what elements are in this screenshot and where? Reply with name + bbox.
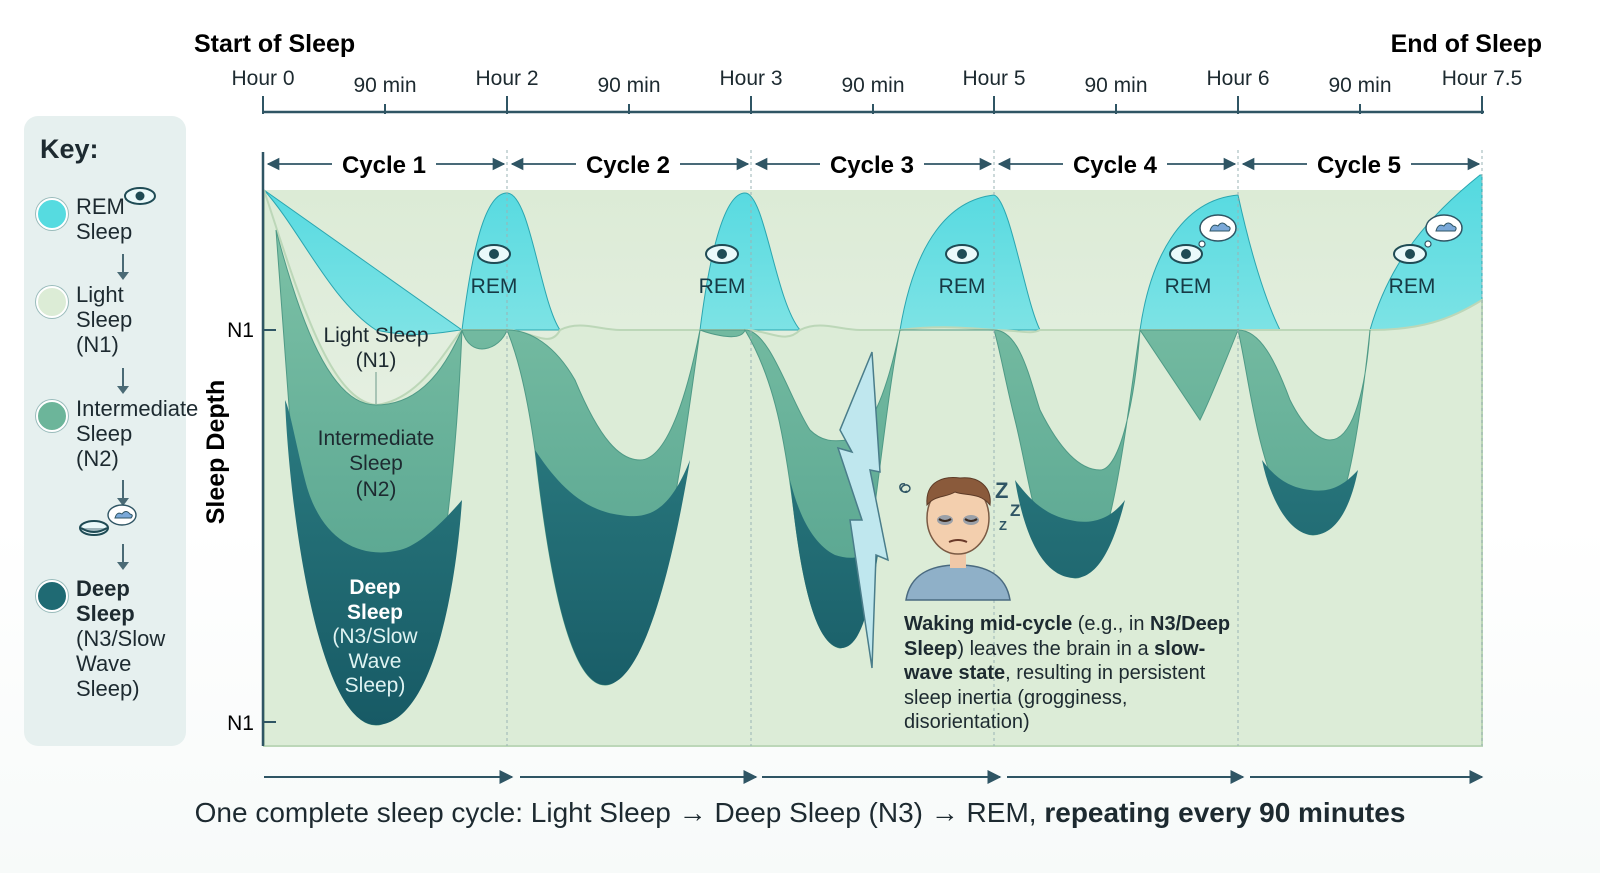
- rem-label: REM: [471, 275, 518, 298]
- y-tick-label-bottom: N1: [227, 712, 254, 735]
- cycle-label-3: Cycle 3: [830, 152, 914, 179]
- groggy-person-icon: [899, 477, 1011, 601]
- light-sleep-label: Light Sleep: [323, 324, 428, 347]
- note-bold: N3/Deep Sleep: [904, 613, 1231, 660]
- deep-sleep-label: (N3/Slow: [332, 625, 418, 648]
- note-bold: slow-wave state: [904, 637, 1206, 685]
- key-deep-text: Sleep: [76, 601, 135, 626]
- key-intermediate-text: (N2): [76, 446, 119, 471]
- footer-bold-text: repeating every 90 minutes: [1044, 797, 1406, 828]
- intermediate-sleep-label: (N2): [356, 478, 397, 501]
- lightning-bolt: [836, 351, 890, 669]
- deep-sleep-label: Wave: [349, 650, 402, 673]
- tick-label: Hour 0: [231, 67, 294, 90]
- tick-label: Hour 6: [1206, 67, 1269, 90]
- tick-label: Hour 7.5: [1442, 67, 1523, 90]
- rem-label: REM: [1389, 275, 1436, 298]
- key-light-text: Sleep: [76, 307, 133, 332]
- start-of-sleep-label: Start of Sleep: [194, 30, 355, 58]
- y-axis-label: Sleep Depth: [202, 380, 230, 524]
- key-item-deep: Deep Sleep (N3/Slow Wave Sleep): [36, 576, 165, 701]
- time-axis-ticks: [262, 96, 1483, 114]
- tick-label: Hour 5: [962, 67, 1025, 90]
- deep-sleep-label: Sleep: [347, 601, 403, 624]
- cycle-label-5: Cycle 5: [1317, 152, 1401, 179]
- eye-icon: [945, 244, 979, 264]
- deep-swatch: [36, 580, 68, 612]
- key-rem-text: Sleep: [76, 219, 133, 244]
- note-text: , resulting in persistent sleep inertia …: [904, 662, 1206, 733]
- dream-bubble-icon: [1198, 214, 1237, 248]
- key-deep-text: (N3/Slow: [76, 626, 166, 651]
- eye-icon: [1393, 244, 1427, 264]
- tick-label: 90 min: [1084, 74, 1147, 97]
- eye-icon: [124, 187, 156, 205]
- zzz-icon: Z Z Z: [995, 478, 1020, 533]
- cycle-label-4: Cycle 4: [1073, 152, 1158, 179]
- svg-text:Z: Z: [995, 478, 1008, 503]
- key-arrow: [117, 480, 129, 506]
- footer-text: One complete sleep cycle: Light Sleep → …: [194, 797, 1045, 828]
- tick-label: 90 min: [1328, 74, 1391, 97]
- rem-label: REM: [699, 275, 746, 298]
- light-swatch: [36, 286, 68, 318]
- key-title: Key:: [40, 134, 99, 164]
- tick-label: Hour 3: [719, 67, 782, 90]
- dream-eye-icon: [79, 504, 137, 536]
- rem-swatch: [36, 198, 68, 230]
- svg-text:Z: Z: [999, 518, 1007, 533]
- intermediate-swatch: [36, 400, 68, 432]
- key-deep-text: Deep: [76, 576, 130, 601]
- key-item-rem: REM Sleep: [36, 194, 132, 244]
- key-deep-text: Wave: [76, 651, 132, 676]
- key-deep-text: Sleep): [76, 676, 140, 701]
- deep-sleep-layer: [285, 400, 1358, 725]
- note-text: (e.g., in: [1072, 613, 1151, 635]
- eye-icon: [1169, 244, 1203, 264]
- svg-text:Z: Z: [1010, 501, 1020, 520]
- note-bold: Waking mid-cycle: [904, 613, 1073, 635]
- eye-icon: [705, 244, 739, 264]
- key-light-text: (N1): [76, 332, 119, 357]
- tick-label: 90 min: [353, 74, 416, 97]
- intermediate-sleep-label: Intermediate: [318, 427, 435, 450]
- key-rem-text: REM: [76, 194, 125, 219]
- intermediate-sleep-label: Sleep: [349, 452, 403, 475]
- rem-label: REM: [939, 275, 986, 298]
- deep-sleep-label: Deep: [349, 576, 400, 599]
- key-item-intermediate: Intermediate Sleep (N2): [36, 396, 198, 471]
- end-of-sleep-label: End of Sleep: [1391, 30, 1542, 58]
- tick-label: 90 min: [841, 74, 904, 97]
- tick-label: Hour 2: [475, 67, 538, 90]
- eye-icon: [477, 244, 511, 264]
- key-arrow: [117, 368, 129, 394]
- cycle-label-1: Cycle 1: [342, 152, 426, 179]
- legend-key: Key: REM Sleep Light Sleep (N1) Intermed…: [24, 116, 198, 746]
- dream-bubble-icon: [1424, 214, 1463, 248]
- deep-sleep-label: Sleep): [345, 674, 406, 697]
- light-sleep-label: (N1): [356, 349, 397, 372]
- key-light-text: Light: [76, 282, 124, 307]
- key-item-light: Light Sleep (N1): [36, 282, 132, 357]
- key-intermediate-text: Intermediate: [76, 396, 199, 421]
- note-text: ) leaves the brain in a: [957, 637, 1155, 660]
- rem-label: REM: [1165, 275, 1212, 298]
- key-arrow: [117, 544, 129, 570]
- key-intermediate-text: Sleep: [76, 421, 133, 446]
- footer-caption: One complete sleep cycle: Light Sleep → …: [0, 797, 1600, 829]
- key-arrow: [117, 254, 129, 280]
- y-tick-label-top: N1: [227, 319, 254, 342]
- sleep-inertia-note: Waking mid-cycle (e.g., in N3/Deep Sleep…: [904, 612, 1234, 735]
- cycle-label-2: Cycle 2: [586, 152, 670, 179]
- tick-label: 90 min: [597, 74, 660, 97]
